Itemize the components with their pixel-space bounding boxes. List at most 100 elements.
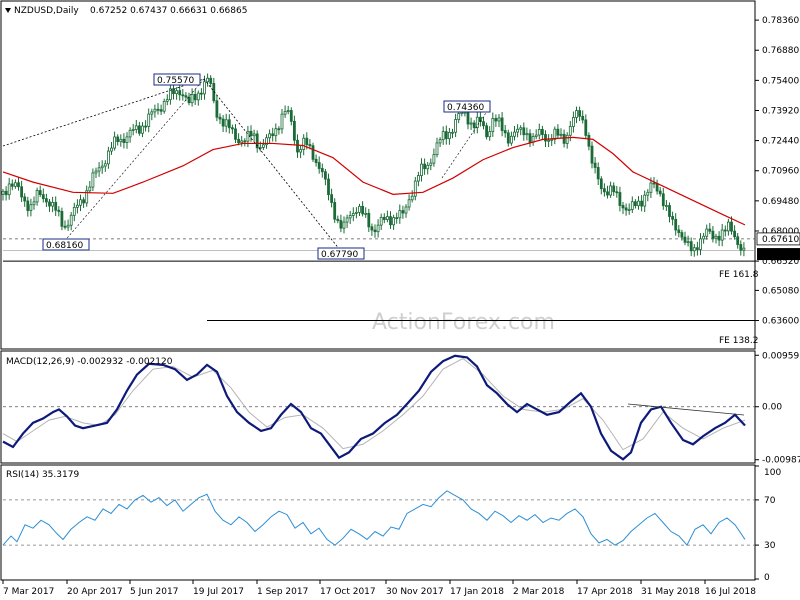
candle-body xyxy=(671,216,674,220)
candle-body xyxy=(410,195,414,201)
candle-body xyxy=(184,95,188,98)
candle-body xyxy=(606,191,609,196)
candle-body xyxy=(603,188,606,193)
candle-body xyxy=(727,221,730,232)
candle-body xyxy=(165,99,169,102)
candle-body xyxy=(593,162,597,168)
price-tick-label: 0.66520 xyxy=(762,257,799,267)
candle-body xyxy=(113,136,116,149)
candle-body xyxy=(299,149,303,153)
candle-body xyxy=(333,202,337,220)
candle-body xyxy=(361,205,365,215)
rsi-levels xyxy=(3,499,755,546)
rsi-axis: 100 70 30 0 xyxy=(755,465,781,583)
candle-body xyxy=(454,119,458,133)
candle-body xyxy=(234,128,237,140)
candle-body xyxy=(385,216,389,220)
price-tick-label: 0.72440 xyxy=(762,137,799,147)
price-tick-label: 0.65080 xyxy=(762,286,799,296)
label-0.68160: 0.68160 xyxy=(46,241,83,251)
candle-body xyxy=(665,205,668,207)
candle-body xyxy=(621,205,625,209)
candle-body xyxy=(193,93,197,101)
price-tick-label: 0.70960 xyxy=(762,167,799,177)
candle-body xyxy=(4,190,8,196)
price-tick-label: 0.76880 xyxy=(762,46,799,56)
candle-body xyxy=(252,133,256,137)
candle-body xyxy=(522,127,526,136)
candle-body xyxy=(107,150,110,165)
candle-body xyxy=(553,128,557,140)
rsi-title: RSI(14) 35.3179 xyxy=(6,470,79,480)
candle-body xyxy=(488,131,492,138)
candle-body xyxy=(97,167,101,172)
candle-body xyxy=(711,230,715,239)
time-tick-label: 5 Jun 2017 xyxy=(130,587,178,597)
ohlc-readout: 0.67252 0.67437 0.66631 0.66865 xyxy=(90,6,247,16)
candle-body xyxy=(258,146,262,149)
candle-body xyxy=(100,165,104,169)
candle-body xyxy=(364,213,368,215)
candle-body xyxy=(103,163,107,167)
time-tick-label: 16 Jul 2018 xyxy=(705,587,756,597)
candle-body xyxy=(131,129,135,131)
time-tick-label: 17 Jan 2018 xyxy=(450,587,504,597)
candle-body xyxy=(736,236,740,245)
candle-body xyxy=(20,186,24,198)
candle-body xyxy=(85,190,89,204)
candle-body xyxy=(261,144,265,148)
time-tick-label: 19 Jul 2017 xyxy=(193,587,244,597)
candle-body xyxy=(26,200,30,211)
candle-body xyxy=(156,108,160,111)
fib-line-1 xyxy=(203,78,341,251)
candle-body xyxy=(280,113,284,130)
last-price-label: 0.66865 xyxy=(762,250,799,260)
candle-body xyxy=(63,225,67,228)
candle-body xyxy=(525,133,529,136)
candle-body xyxy=(429,162,433,166)
candle-body xyxy=(311,145,315,160)
candle-body xyxy=(699,238,702,250)
candle-body xyxy=(320,168,324,173)
candle-body xyxy=(122,138,126,143)
candle-body xyxy=(17,182,20,188)
macd-signal-line xyxy=(2,357,746,451)
candle-body xyxy=(296,139,299,153)
candle-body xyxy=(661,193,665,207)
trendline-dotted xyxy=(2,78,205,147)
macd-tick-label: 0.00 xyxy=(762,403,782,413)
candle-body xyxy=(317,162,321,169)
candle-body xyxy=(475,116,479,128)
candle-body xyxy=(379,216,383,226)
price-tick-label: 0.75400 xyxy=(762,76,799,86)
label-0.75570: 0.75570 xyxy=(157,76,194,86)
candle-body xyxy=(575,110,578,118)
candle-body xyxy=(739,244,743,251)
fib-line-2 xyxy=(61,78,205,245)
candle-body xyxy=(696,247,699,250)
candle-body xyxy=(348,215,352,219)
candle-body xyxy=(646,191,650,196)
candle-body xyxy=(401,210,405,214)
candle-body xyxy=(438,139,442,144)
candle-body xyxy=(547,139,550,142)
candle-body xyxy=(178,90,182,96)
candle-body xyxy=(677,229,681,233)
candle-body xyxy=(54,201,58,211)
candle-body xyxy=(134,125,138,130)
candle-body xyxy=(196,92,200,101)
candle-body xyxy=(172,88,175,95)
candle-body xyxy=(640,200,643,207)
candle-body xyxy=(221,118,225,127)
rsi-tick-label: 100 xyxy=(764,468,781,478)
candle-body xyxy=(550,138,554,141)
candle-body xyxy=(413,180,417,197)
last-price-box xyxy=(757,248,800,261)
candle-body xyxy=(627,209,631,211)
candle-body xyxy=(497,117,501,122)
macd-title: MACD(12,26,9) -0.002932 -0.002120 xyxy=(6,357,173,367)
label-0.74360: 0.74360 xyxy=(447,103,484,113)
candle-body xyxy=(190,93,194,104)
candle-body xyxy=(345,217,349,223)
